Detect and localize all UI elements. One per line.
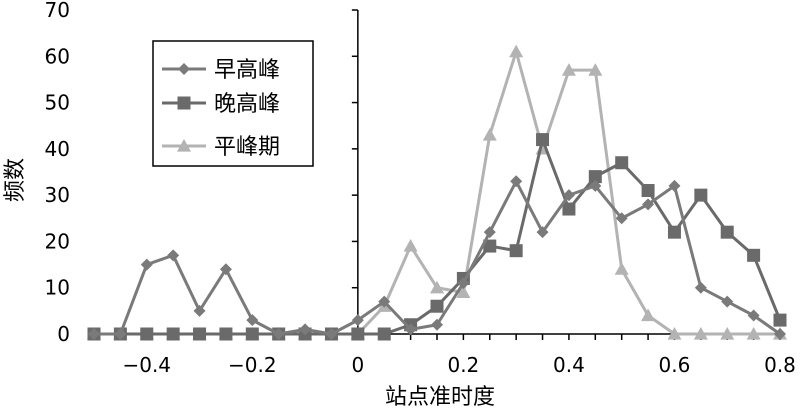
data-point	[720, 327, 735, 340]
x-axis-title: 站点准时度	[385, 385, 495, 410]
data-point	[561, 63, 576, 76]
legend-label: 晚高峰	[214, 92, 280, 117]
x-tick-label: 0	[351, 353, 364, 377]
data-point	[589, 179, 602, 192]
y-tick-label: 30	[45, 183, 70, 207]
data-point	[774, 328, 786, 340]
y-tick-label: 50	[45, 91, 70, 115]
x-tick-label: −0.4	[122, 353, 171, 377]
data-point	[509, 244, 523, 258]
data-point	[403, 239, 418, 252]
data-point	[536, 133, 550, 147]
data-point	[378, 295, 391, 308]
data-point	[245, 327, 259, 341]
y-tick-label: 60	[45, 44, 70, 68]
data-point	[140, 327, 154, 341]
data-point	[614, 262, 629, 275]
data-point	[404, 323, 417, 336]
data-point	[562, 202, 576, 216]
data-point	[747, 309, 760, 322]
data-point	[641, 308, 656, 322]
data-point	[694, 188, 708, 202]
axes: 0 10 20 30 40 50 60 70 −0.4 −0.2 0 0.2 0.4 0.6 0.8	[45, 0, 796, 377]
data-point	[483, 226, 496, 239]
data-point	[615, 156, 629, 170]
data-point	[667, 225, 681, 239]
data-point	[693, 327, 708, 340]
data-point	[456, 285, 471, 298]
data-point	[167, 249, 180, 262]
y-axis-title: 频数	[3, 158, 28, 202]
data-point	[509, 44, 524, 58]
series-morning-peak	[88, 175, 786, 340]
y-tick-label: 20	[45, 229, 70, 253]
x-tick-label: 0.4	[553, 353, 585, 377]
data-point	[219, 327, 233, 341]
data-point	[747, 248, 761, 262]
legend-marker	[178, 63, 190, 75]
legend-label: 平峰期	[214, 135, 280, 160]
data-point	[536, 226, 549, 239]
data-point	[219, 263, 232, 276]
data-point	[615, 212, 628, 225]
data-point	[193, 304, 206, 317]
y-tick-label: 70	[45, 0, 70, 22]
data-point	[641, 184, 655, 198]
data-point	[351, 314, 364, 327]
data-point	[430, 299, 444, 313]
data-point	[457, 277, 470, 290]
legend-label: 早高峰	[214, 58, 280, 83]
data-point	[588, 170, 602, 184]
data-point	[588, 63, 603, 76]
data-point	[351, 327, 365, 341]
data-point	[430, 280, 444, 294]
x-tick-label: 0.8	[764, 353, 796, 377]
data-point	[246, 314, 259, 327]
data-point	[114, 328, 127, 340]
x-tick-label: 0.2	[447, 353, 479, 377]
series-group	[87, 44, 787, 341]
data-point	[773, 313, 787, 327]
data-point	[746, 327, 761, 340]
data-point	[721, 295, 734, 308]
y-tick-label: 10	[45, 276, 70, 300]
data-point	[483, 239, 497, 253]
data-point	[193, 327, 207, 341]
data-point	[299, 323, 312, 336]
data-point	[325, 328, 338, 340]
x-tick-label: −0.2	[228, 353, 277, 377]
data-point	[431, 318, 443, 331]
data-point	[667, 327, 682, 340]
x-tick-label: 0.6	[659, 353, 691, 377]
data-point	[140, 258, 153, 271]
data-point	[510, 175, 523, 188]
data-point	[272, 328, 285, 340]
data-point	[88, 328, 100, 340]
legend-marker	[177, 139, 191, 152]
data-point	[482, 127, 497, 141]
data-point	[377, 327, 391, 341]
y-tick-label: 0	[57, 322, 70, 346]
data-point	[642, 198, 655, 211]
data-point	[694, 281, 707, 294]
data-point	[720, 225, 734, 239]
y-tick-label: 40	[45, 137, 70, 161]
data-point	[166, 327, 180, 341]
data-point	[562, 189, 575, 202]
data-point	[668, 179, 681, 192]
legend-marker	[177, 96, 191, 110]
